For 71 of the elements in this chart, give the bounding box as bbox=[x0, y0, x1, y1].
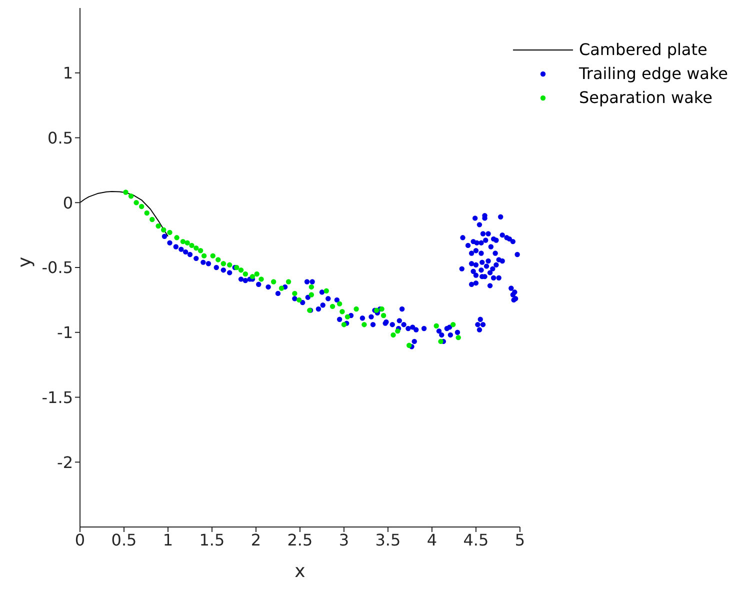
point bbox=[238, 267, 244, 273]
point bbox=[278, 286, 284, 291]
point bbox=[286, 279, 292, 284]
y-tick-label: 0 bbox=[62, 193, 73, 212]
x-tick-label: 4.5 bbox=[463, 530, 489, 550]
legend-label: Separation wake bbox=[578, 87, 712, 109]
point bbox=[456, 334, 461, 340]
point bbox=[226, 262, 232, 268]
y-tick-label: -0.5 bbox=[42, 258, 73, 278]
x-tick-label: 4 bbox=[426, 530, 438, 550]
point bbox=[144, 210, 150, 216]
point bbox=[220, 261, 226, 266]
x-tick-label: 3.5 bbox=[375, 530, 401, 550]
y-tick-label: 0.5 bbox=[48, 128, 73, 148]
point bbox=[167, 230, 172, 236]
point bbox=[296, 297, 302, 303]
point bbox=[308, 292, 314, 298]
point bbox=[250, 274, 256, 280]
x-tick-label: 1 bbox=[162, 530, 174, 550]
point bbox=[354, 306, 359, 312]
point bbox=[406, 342, 412, 348]
point bbox=[450, 322, 456, 328]
point bbox=[434, 323, 439, 328]
point bbox=[438, 338, 444, 344]
legend-label: Trailing edge wake bbox=[578, 63, 728, 85]
point bbox=[254, 271, 260, 277]
point bbox=[184, 240, 190, 246]
point bbox=[341, 322, 347, 328]
x-tick-label: 3 bbox=[338, 530, 350, 550]
legend-label: Cambered plate bbox=[578, 39, 708, 61]
point bbox=[189, 242, 194, 248]
point bbox=[395, 328, 400, 334]
point bbox=[194, 245, 199, 251]
point bbox=[270, 279, 276, 284]
y-tick-label: -1 bbox=[57, 323, 73, 342]
point bbox=[210, 253, 216, 258]
y-tick-label: -2 bbox=[57, 452, 73, 472]
point bbox=[242, 271, 248, 277]
point bbox=[362, 322, 367, 328]
point bbox=[330, 304, 336, 310]
point bbox=[216, 257, 221, 262]
y-tick-label: -1.5 bbox=[42, 388, 73, 407]
x-axis-title: x bbox=[294, 561, 306, 582]
point bbox=[201, 253, 207, 258]
point bbox=[340, 309, 345, 314]
point bbox=[344, 314, 350, 320]
point bbox=[324, 288, 329, 294]
point bbox=[156, 223, 161, 229]
point bbox=[138, 204, 144, 210]
x-tick-label: 1.5 bbox=[199, 530, 225, 550]
point bbox=[128, 194, 134, 199]
x-tick-label: 2 bbox=[250, 530, 262, 550]
x-tick-label: 0.5 bbox=[111, 530, 137, 550]
point bbox=[150, 216, 155, 222]
point bbox=[123, 190, 128, 195]
point bbox=[198, 248, 204, 254]
point bbox=[258, 276, 264, 282]
x-tick-label: 2.5 bbox=[287, 530, 313, 550]
x-tick-label: 0 bbox=[74, 530, 86, 550]
point bbox=[174, 235, 180, 240]
point bbox=[160, 227, 166, 232]
point bbox=[180, 238, 186, 244]
x-tick-label: 5 bbox=[514, 530, 526, 550]
point bbox=[292, 290, 298, 296]
point bbox=[308, 284, 314, 290]
point bbox=[336, 301, 342, 306]
point bbox=[380, 312, 386, 318]
point bbox=[134, 200, 139, 206]
y-axis-title: y bbox=[14, 256, 36, 268]
point bbox=[390, 332, 396, 338]
y-tick-label: 1 bbox=[62, 64, 73, 83]
